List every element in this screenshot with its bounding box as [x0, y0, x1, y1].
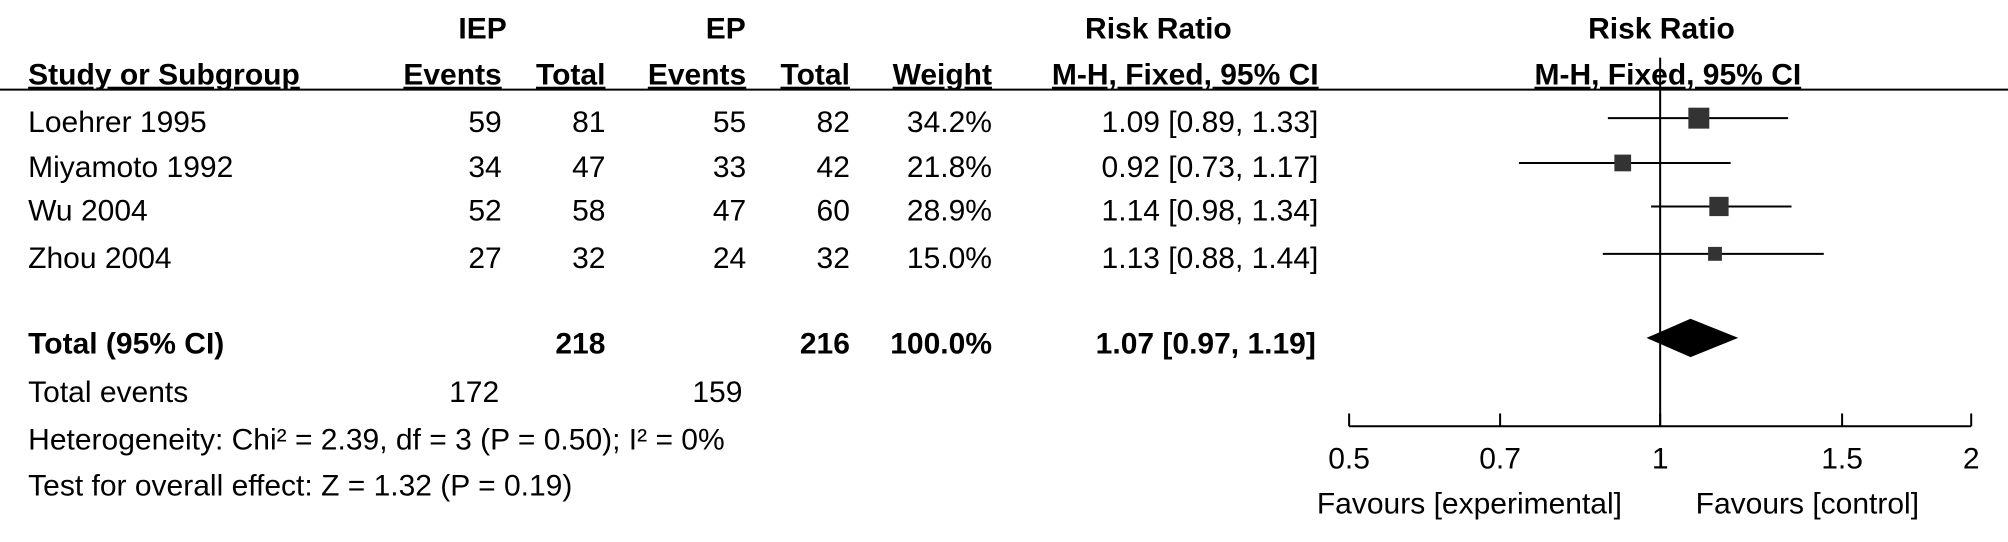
x-label: Favours [control] [1696, 488, 1919, 521]
cell: 24 [713, 242, 746, 275]
x-tick-label: 2 [1963, 443, 1980, 476]
x-tick-label: 0.5 [1328, 443, 1370, 476]
cell: 58 [572, 194, 605, 227]
total-diamond [1646, 318, 1739, 358]
cell: 15.0% [907, 242, 992, 275]
cell: 60 [817, 194, 850, 227]
effect-square [1688, 107, 1710, 129]
cell: 172 [449, 376, 499, 409]
cell: 32 [572, 242, 605, 275]
column-header: Total [780, 59, 849, 92]
cell: 100.0% [890, 328, 992, 361]
study-name: Loehrer 1995 [28, 106, 206, 139]
effect-title: Risk Ratio [1588, 13, 1735, 46]
heterogeneity: Heterogeneity: Chi² = 2.39, df = 3 (P = … [28, 424, 725, 457]
cell: 1.07 [0.97, 1.19] [1096, 328, 1316, 361]
cell: 52 [468, 194, 501, 227]
cell: 218 [555, 328, 605, 361]
cell: 47 [713, 194, 746, 227]
cell: 81 [572, 106, 605, 139]
total-name: Total (95% CI) [28, 328, 224, 361]
cell: 21.8% [907, 151, 992, 184]
column-header: Events [403, 59, 501, 92]
effect-title: Risk Ratio [1085, 13, 1232, 46]
cell: 82 [817, 106, 850, 139]
study-name: Miyamoto 1992 [28, 151, 233, 184]
cell: 47 [572, 151, 605, 184]
cell: 1.13 [0.88, 1.44] [1102, 242, 1319, 275]
total-events-label: Total events [28, 376, 188, 409]
overall-effect: Test for overall effect: Z = 1.32 (P = 0… [28, 470, 572, 503]
cell: 1.09 [0.89, 1.33] [1102, 106, 1319, 139]
effect-square [1708, 246, 1722, 261]
column-header: Total [536, 59, 605, 92]
cell: 55 [713, 106, 746, 139]
cell: 27 [468, 242, 501, 275]
x-tick-label: 0.7 [1479, 443, 1521, 476]
cell: 159 [692, 376, 742, 409]
x-tick-label: 1.5 [1821, 443, 1863, 476]
column-header: M-H, Fixed, 95% CI [1534, 59, 1801, 92]
column-header: Weight [893, 59, 992, 92]
cell: 1.14 [0.98, 1.34] [1102, 194, 1319, 227]
group-header: IEP [458, 13, 506, 46]
cell: 59 [468, 106, 501, 139]
column-header: Study or Subgroup [28, 59, 300, 92]
study-name: Wu 2004 [28, 194, 148, 227]
cell: 34.2% [907, 106, 992, 139]
cell: 42 [817, 151, 850, 184]
group-header: EP [706, 13, 746, 46]
cell: 33 [713, 151, 746, 184]
cell: 28.9% [907, 194, 992, 227]
column-header: M-H, Fixed, 95% CI [1052, 59, 1319, 92]
effect-square [1614, 154, 1632, 172]
x-tick-label: 1 [1652, 443, 1669, 476]
cell: 34 [468, 151, 501, 184]
cell: 0.92 [0.73, 1.17] [1102, 151, 1319, 184]
column-header: Events [648, 59, 746, 92]
cell: 32 [817, 242, 850, 275]
effect-square [1709, 196, 1729, 217]
cell: 216 [800, 328, 850, 361]
x-label: Favours [experimental] [1317, 488, 1622, 521]
study-name: Zhou 2004 [28, 242, 171, 275]
